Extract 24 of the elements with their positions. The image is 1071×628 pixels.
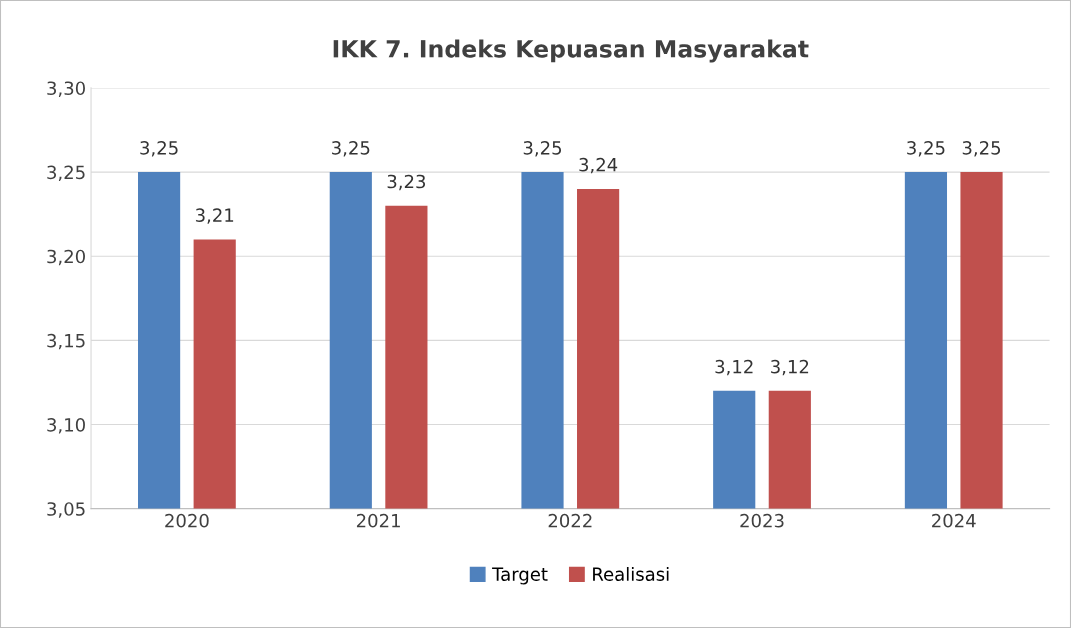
legend-label: Realisasi (593, 567, 669, 581)
data-label: 3,12 (715, 359, 753, 376)
data-label: 3,23 (387, 174, 426, 191)
data-label: 3,25 (962, 141, 1001, 157)
x-tick-label: 2022 (548, 513, 592, 528)
y-tick-label: 3,25 (47, 165, 85, 182)
y-tick-label: 3,20 (47, 249, 85, 266)
x-tick-label: 2020 (165, 513, 209, 528)
data-label: 3,21 (195, 208, 234, 224)
chart-title: IKK 7. Indeks Kepuasan Masyarakat (333, 39, 809, 63)
data-label: 3,25 (140, 141, 178, 157)
y-tick-label: 3,30 (47, 81, 85, 97)
data-label: 3,25 (523, 141, 562, 157)
legend-label: Target (492, 567, 548, 585)
data-label: 3,12 (771, 359, 809, 376)
x-tick-label: 2023 (740, 513, 784, 528)
y-tick-label: 3,10 (47, 417, 85, 434)
y-tick-label: 3,05 (47, 502, 85, 518)
x-tick-label: 2024 (932, 513, 976, 528)
data-label: 3,24 (579, 157, 618, 174)
data-label: 3,25 (907, 141, 945, 157)
y-tick-label: 3,15 (47, 333, 85, 350)
x-tick-label: 2021 (356, 513, 400, 528)
data-label: 3,25 (332, 141, 370, 157)
